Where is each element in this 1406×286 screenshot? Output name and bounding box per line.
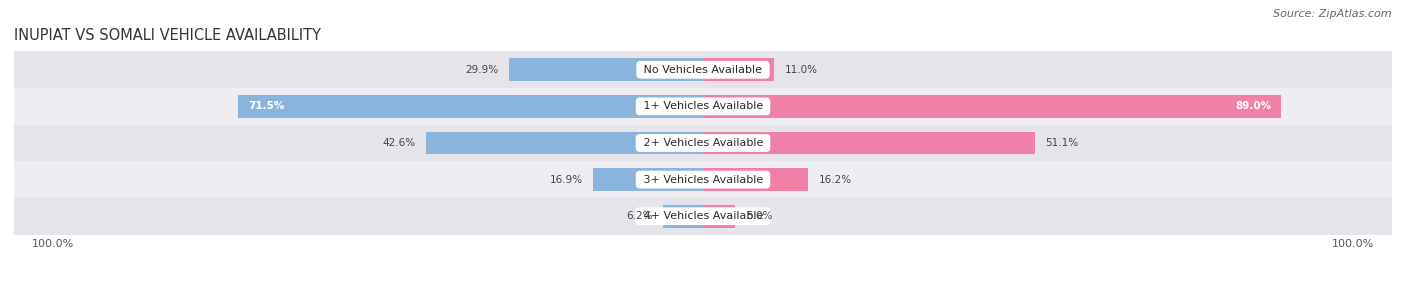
- Text: 16.2%: 16.2%: [818, 175, 852, 184]
- Bar: [14, 51, 1392, 88]
- Bar: [703, 58, 775, 81]
- Bar: [662, 205, 703, 228]
- Bar: [426, 132, 703, 154]
- Bar: [509, 58, 703, 81]
- Bar: [593, 168, 703, 191]
- Bar: [14, 125, 1392, 161]
- Bar: [14, 161, 1392, 198]
- Bar: [14, 198, 1392, 235]
- Text: 42.6%: 42.6%: [382, 138, 416, 148]
- Text: 6.2%: 6.2%: [626, 211, 652, 221]
- Text: 3+ Vehicles Available: 3+ Vehicles Available: [640, 175, 766, 184]
- Bar: [703, 95, 1281, 118]
- Text: No Vehicles Available: No Vehicles Available: [640, 65, 766, 75]
- Text: 11.0%: 11.0%: [785, 65, 818, 75]
- Text: 71.5%: 71.5%: [249, 102, 285, 111]
- Text: 2+ Vehicles Available: 2+ Vehicles Available: [640, 138, 766, 148]
- Text: 51.1%: 51.1%: [1046, 138, 1078, 148]
- Text: 1+ Vehicles Available: 1+ Vehicles Available: [640, 102, 766, 111]
- Text: 4+ Vehicles Available: 4+ Vehicles Available: [640, 211, 766, 221]
- Bar: [703, 205, 735, 228]
- Bar: [238, 95, 703, 118]
- Text: 89.0%: 89.0%: [1234, 102, 1271, 111]
- Text: Source: ZipAtlas.com: Source: ZipAtlas.com: [1274, 9, 1392, 19]
- Text: 16.9%: 16.9%: [550, 175, 582, 184]
- Text: INUPIAT VS SOMALI VEHICLE AVAILABILITY: INUPIAT VS SOMALI VEHICLE AVAILABILITY: [14, 28, 321, 43]
- Bar: [14, 88, 1392, 125]
- Bar: [703, 132, 1035, 154]
- Text: 5.0%: 5.0%: [747, 211, 772, 221]
- Text: 29.9%: 29.9%: [465, 65, 498, 75]
- Bar: [703, 168, 808, 191]
